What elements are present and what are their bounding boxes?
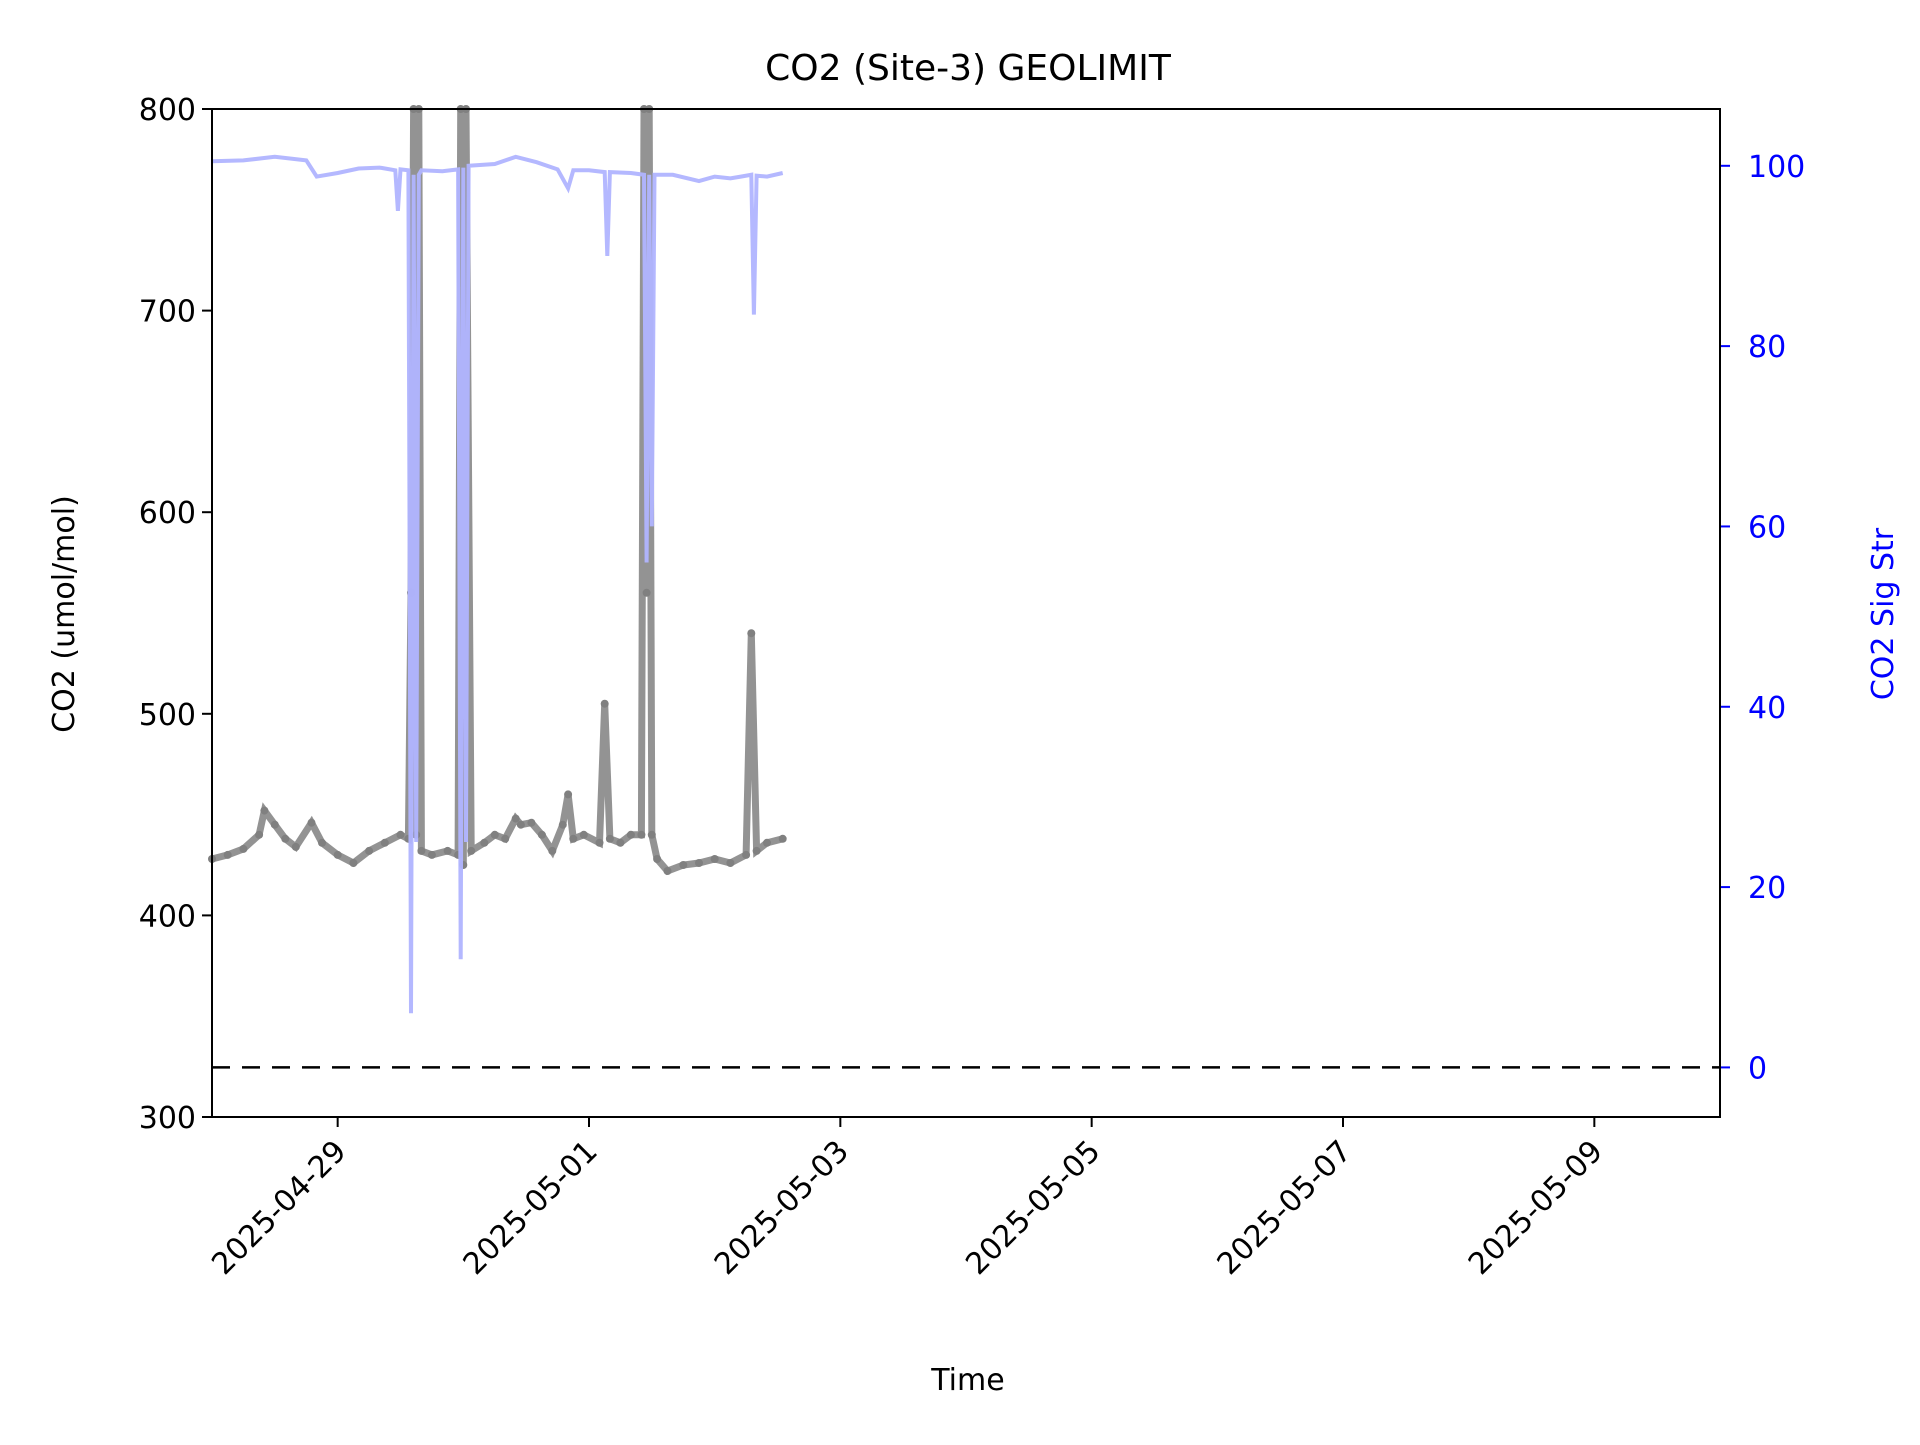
x-axis-label: Time bbox=[930, 1363, 1004, 1398]
co2-point bbox=[307, 818, 316, 827]
co2-point bbox=[380, 838, 389, 847]
co2-point bbox=[564, 790, 573, 799]
co2-point bbox=[396, 830, 405, 839]
co2-point bbox=[763, 838, 771, 847]
co2-point bbox=[605, 834, 614, 843]
y2-axis-label: CO2 Sig Str bbox=[1866, 527, 1901, 700]
co2-point bbox=[417, 846, 426, 855]
y-axis-label: CO2 (umol/mol) bbox=[47, 495, 82, 733]
co2-point bbox=[642, 588, 651, 597]
y2-tick-label: 60 bbox=[1748, 510, 1786, 545]
y2-tick-label: 100 bbox=[1748, 150, 1805, 185]
co2-point bbox=[281, 834, 290, 843]
co2-point bbox=[710, 855, 719, 863]
co2-point bbox=[490, 830, 499, 839]
y-tick-label: 500 bbox=[139, 698, 196, 733]
y-tick-label: 400 bbox=[139, 899, 196, 934]
co2-point bbox=[647, 830, 656, 839]
co2-point bbox=[443, 846, 452, 855]
co2-point bbox=[579, 830, 588, 839]
co2-point bbox=[511, 814, 520, 823]
co2-point bbox=[480, 838, 489, 847]
y-tick-label: 300 bbox=[139, 1101, 196, 1136]
plot-frame bbox=[211, 108, 1721, 1118]
co2-point bbox=[558, 820, 567, 829]
co2-point bbox=[223, 850, 232, 859]
series-line-sig-str bbox=[211, 154, 784, 1014]
co2-point bbox=[427, 850, 436, 859]
y-tick-label: 700 bbox=[139, 295, 196, 330]
co2-point bbox=[537, 830, 546, 839]
y2-tick-label: 40 bbox=[1748, 691, 1786, 726]
co2-point bbox=[600, 699, 609, 708]
co2-point bbox=[742, 850, 751, 859]
co2-point bbox=[726, 859, 735, 867]
co2-point bbox=[637, 830, 646, 839]
co2-point bbox=[349, 859, 358, 867]
co2-point bbox=[663, 867, 672, 875]
co2-point bbox=[260, 806, 269, 815]
co2-point bbox=[747, 629, 756, 638]
co2-point bbox=[595, 838, 604, 847]
y2-tick-label: 80 bbox=[1748, 330, 1786, 365]
co2-point bbox=[333, 850, 342, 859]
co2-point bbox=[255, 830, 264, 839]
co2-point bbox=[695, 859, 703, 867]
co2-point bbox=[467, 846, 476, 855]
y-tick-label: 600 bbox=[139, 496, 196, 531]
co2-point bbox=[679, 861, 688, 869]
co2-point bbox=[365, 846, 374, 855]
co2-point bbox=[569, 834, 578, 843]
y2-tick-label: 20 bbox=[1748, 871, 1786, 906]
co2-point bbox=[653, 855, 662, 863]
co2-point bbox=[270, 820, 279, 829]
co2-point bbox=[752, 846, 761, 855]
co2-point bbox=[318, 838, 326, 847]
co2-point bbox=[291, 842, 300, 851]
y2-tick-label: 0 bbox=[1748, 1051, 1767, 1086]
co2-point bbox=[548, 846, 557, 855]
chart-title: CO2 (Site-3) GEOLIMIT bbox=[765, 48, 1172, 89]
y-tick-label: 800 bbox=[139, 93, 196, 128]
co2-point bbox=[778, 834, 787, 843]
co2-point bbox=[501, 834, 510, 843]
co2-point bbox=[527, 818, 536, 827]
co2-point bbox=[626, 830, 635, 839]
co2-point bbox=[239, 844, 248, 853]
co2-point bbox=[516, 820, 525, 829]
co2-point bbox=[616, 838, 625, 847]
